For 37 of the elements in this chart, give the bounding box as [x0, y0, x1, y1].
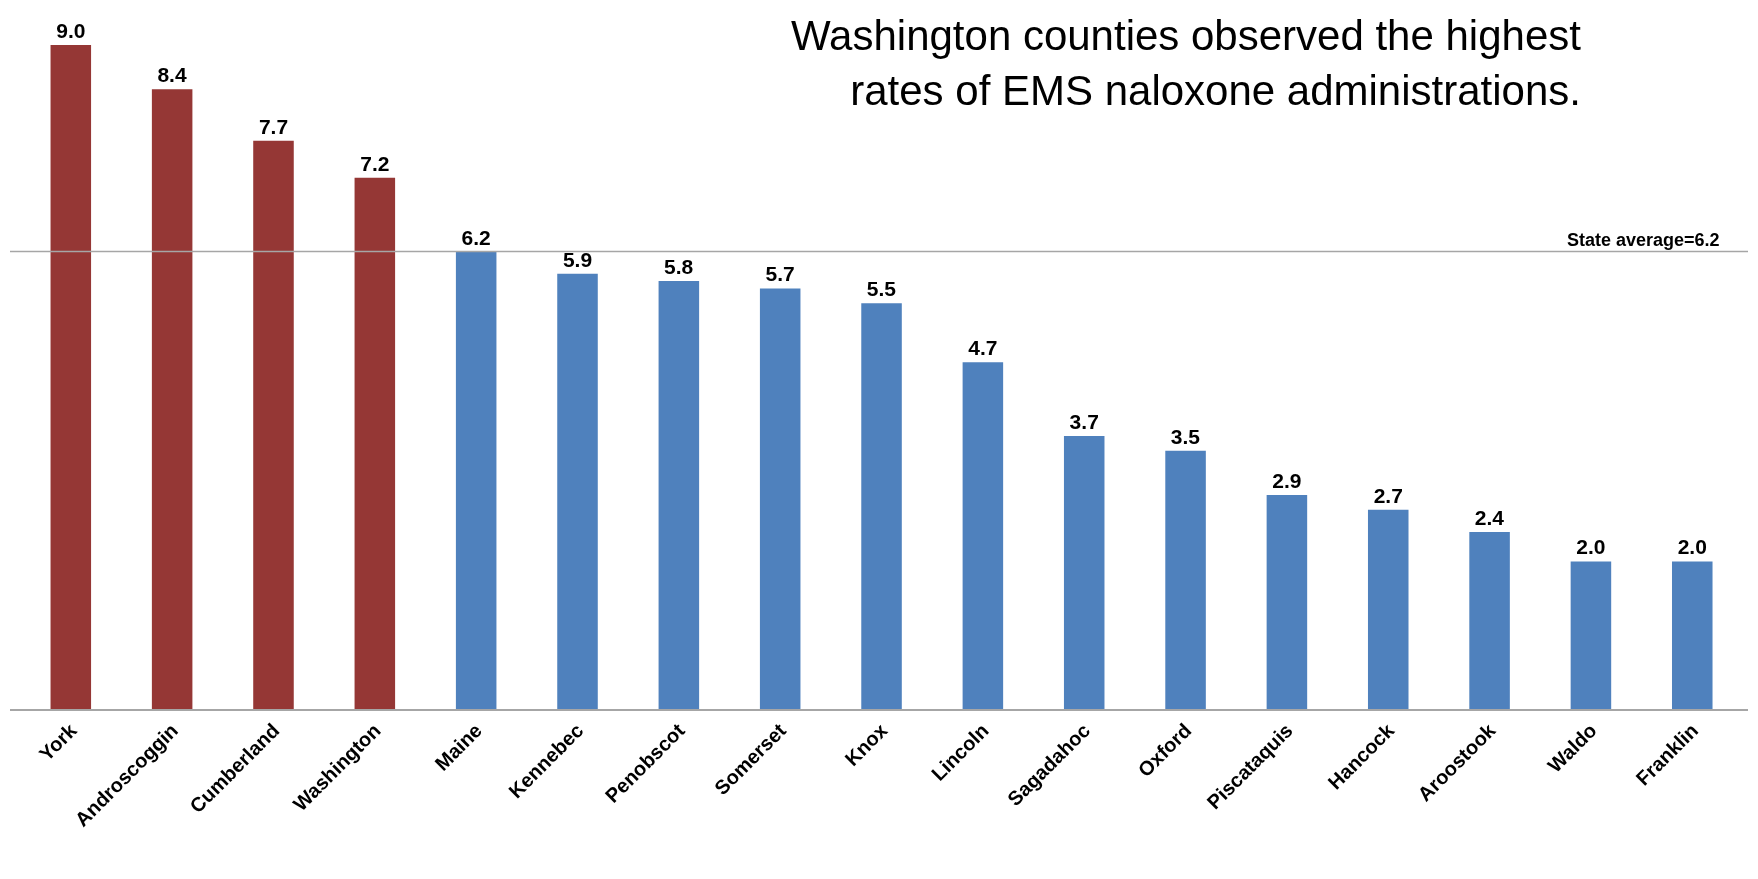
data-label: 6.2	[461, 225, 491, 249]
bar	[253, 140, 294, 709]
data-label: 5.7	[765, 262, 795, 286]
bar	[455, 251, 497, 709]
bar	[1266, 495, 1308, 709]
bar	[658, 281, 700, 709]
data-label: 5.8	[664, 255, 694, 279]
bar	[861, 303, 902, 709]
chart-title: Washington counties observed the highest rates of EMS naloxone administrations.	[791, 12, 1582, 114]
data-label: 2.4	[1474, 505, 1505, 529]
bar	[1570, 561, 1612, 709]
data-label: 5.9	[562, 247, 593, 271]
data-label: 2.0	[1576, 535, 1606, 559]
data-label: 4.7	[968, 336, 998, 360]
bar	[1063, 436, 1105, 709]
data-label: 7.7	[258, 114, 289, 138]
ref-line-label: State average=6.2	[1567, 230, 1720, 250]
bar	[1165, 450, 1206, 709]
bar	[962, 362, 1004, 709]
data-label: 3.7	[1069, 410, 1099, 433]
bar	[1671, 561, 1713, 709]
bar	[1367, 509, 1409, 709]
data-label: 5.5	[866, 277, 897, 301]
data-label: 2.0	[1677, 535, 1707, 559]
data-label: 8.4	[157, 63, 187, 87]
data-label: 7.2	[360, 151, 390, 175]
bar	[354, 177, 396, 709]
data-label: 2.9	[1272, 469, 1302, 493]
data-label: 9.0	[56, 18, 86, 42]
bar	[151, 89, 193, 709]
bar	[50, 44, 92, 709]
data-label: 3.5	[1170, 424, 1201, 448]
bar	[759, 288, 801, 709]
bar	[1469, 531, 1510, 709]
x-tick-label: York	[34, 718, 82, 766]
bar	[557, 273, 598, 709]
data-label: 2.7	[1373, 483, 1403, 507]
